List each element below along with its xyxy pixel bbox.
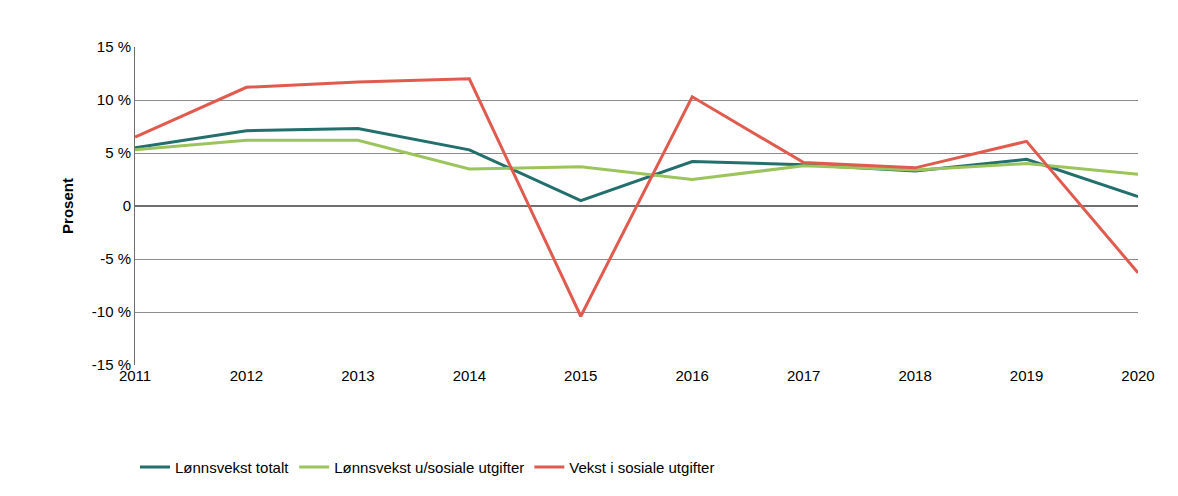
svg-text:2017: 2017 bbox=[787, 367, 820, 384]
svg-text:Lønnsvekst totalt: Lønnsvekst totalt bbox=[175, 459, 289, 476]
svg-text:2013: 2013 bbox=[341, 367, 374, 384]
svg-text:2015: 2015 bbox=[564, 367, 597, 384]
svg-text:15 %: 15 % bbox=[97, 38, 131, 55]
svg-text:0: 0 bbox=[123, 197, 131, 214]
svg-text:-10 %: -10 % bbox=[92, 303, 131, 320]
svg-text:5 %: 5 % bbox=[105, 144, 131, 161]
svg-text:-15 %: -15 % bbox=[92, 356, 131, 373]
svg-text:2014: 2014 bbox=[453, 367, 486, 384]
svg-text:2016: 2016 bbox=[676, 367, 709, 384]
svg-text:Lønnsvekst u/sosiale utgifter: Lønnsvekst u/sosiale utgifter bbox=[334, 459, 524, 476]
svg-text:2018: 2018 bbox=[898, 367, 931, 384]
svg-text:10 %: 10 % bbox=[97, 91, 131, 108]
svg-text:Prosent: Prosent bbox=[59, 178, 76, 234]
svg-text:2020: 2020 bbox=[1121, 367, 1154, 384]
svg-text:2012: 2012 bbox=[230, 367, 263, 384]
svg-text:2019: 2019 bbox=[1010, 367, 1043, 384]
svg-text:2011: 2011 bbox=[119, 367, 151, 384]
svg-text:-5 %: -5 % bbox=[100, 250, 131, 267]
svg-text:Vekst i sosiale utgifter: Vekst i sosiale utgifter bbox=[569, 459, 714, 476]
